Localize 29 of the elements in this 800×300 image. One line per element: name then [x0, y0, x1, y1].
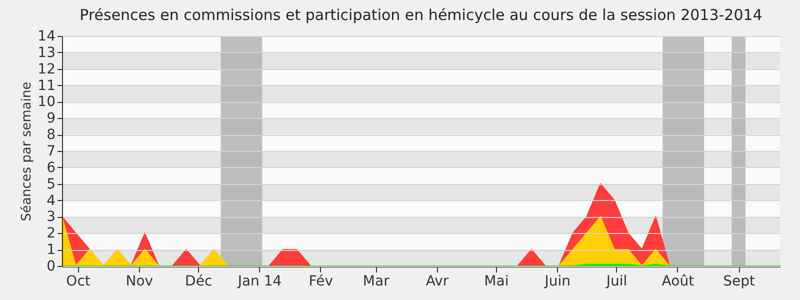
x-tick-label: Déc — [185, 274, 212, 290]
x-tick-label: Août — [662, 274, 695, 290]
y-tick-label: 7 — [46, 144, 56, 160]
y-tick-label: 8 — [46, 127, 56, 144]
x-tick-label: Mai — [484, 274, 509, 290]
y-tick-label: 12 — [38, 61, 56, 78]
y-tick-label: 6 — [46, 160, 56, 176]
y-tick-label: 11 — [38, 78, 56, 94]
x-tick-label: Avr — [426, 274, 449, 290]
y-tick-label: 4 — [46, 192, 56, 209]
y-tick-label: 10 — [38, 94, 56, 110]
y-tick-label: 3 — [46, 209, 56, 226]
x-tick-label: Juil — [605, 274, 628, 290]
x-tick-label: Oct — [66, 274, 91, 290]
x-tick-label: Juin — [544, 274, 570, 290]
y-tick-label: 0 — [46, 258, 56, 274]
y-tick-label: 14 — [38, 28, 56, 44]
x-tick-label: Mar — [362, 274, 390, 290]
x-tick-label: Nov — [126, 274, 154, 290]
y-tick-label: 9 — [46, 110, 56, 127]
x-tick-label: Jan 14 — [236, 274, 282, 290]
y-tick-label: 5 — [46, 176, 56, 192]
chart-title: Présences en commissions et participation en hémicycle au cours de la session 2013-2014 — [80, 6, 762, 24]
y-tick-label: 2 — [46, 226, 56, 242]
y-tick-label: 13 — [38, 44, 56, 61]
y-tick-label: 1 — [46, 242, 56, 258]
x-tick-label: Sept — [723, 274, 756, 290]
x-tick-label: Fév — [308, 274, 333, 290]
y-axis-title: Séances par semaine — [20, 82, 35, 222]
